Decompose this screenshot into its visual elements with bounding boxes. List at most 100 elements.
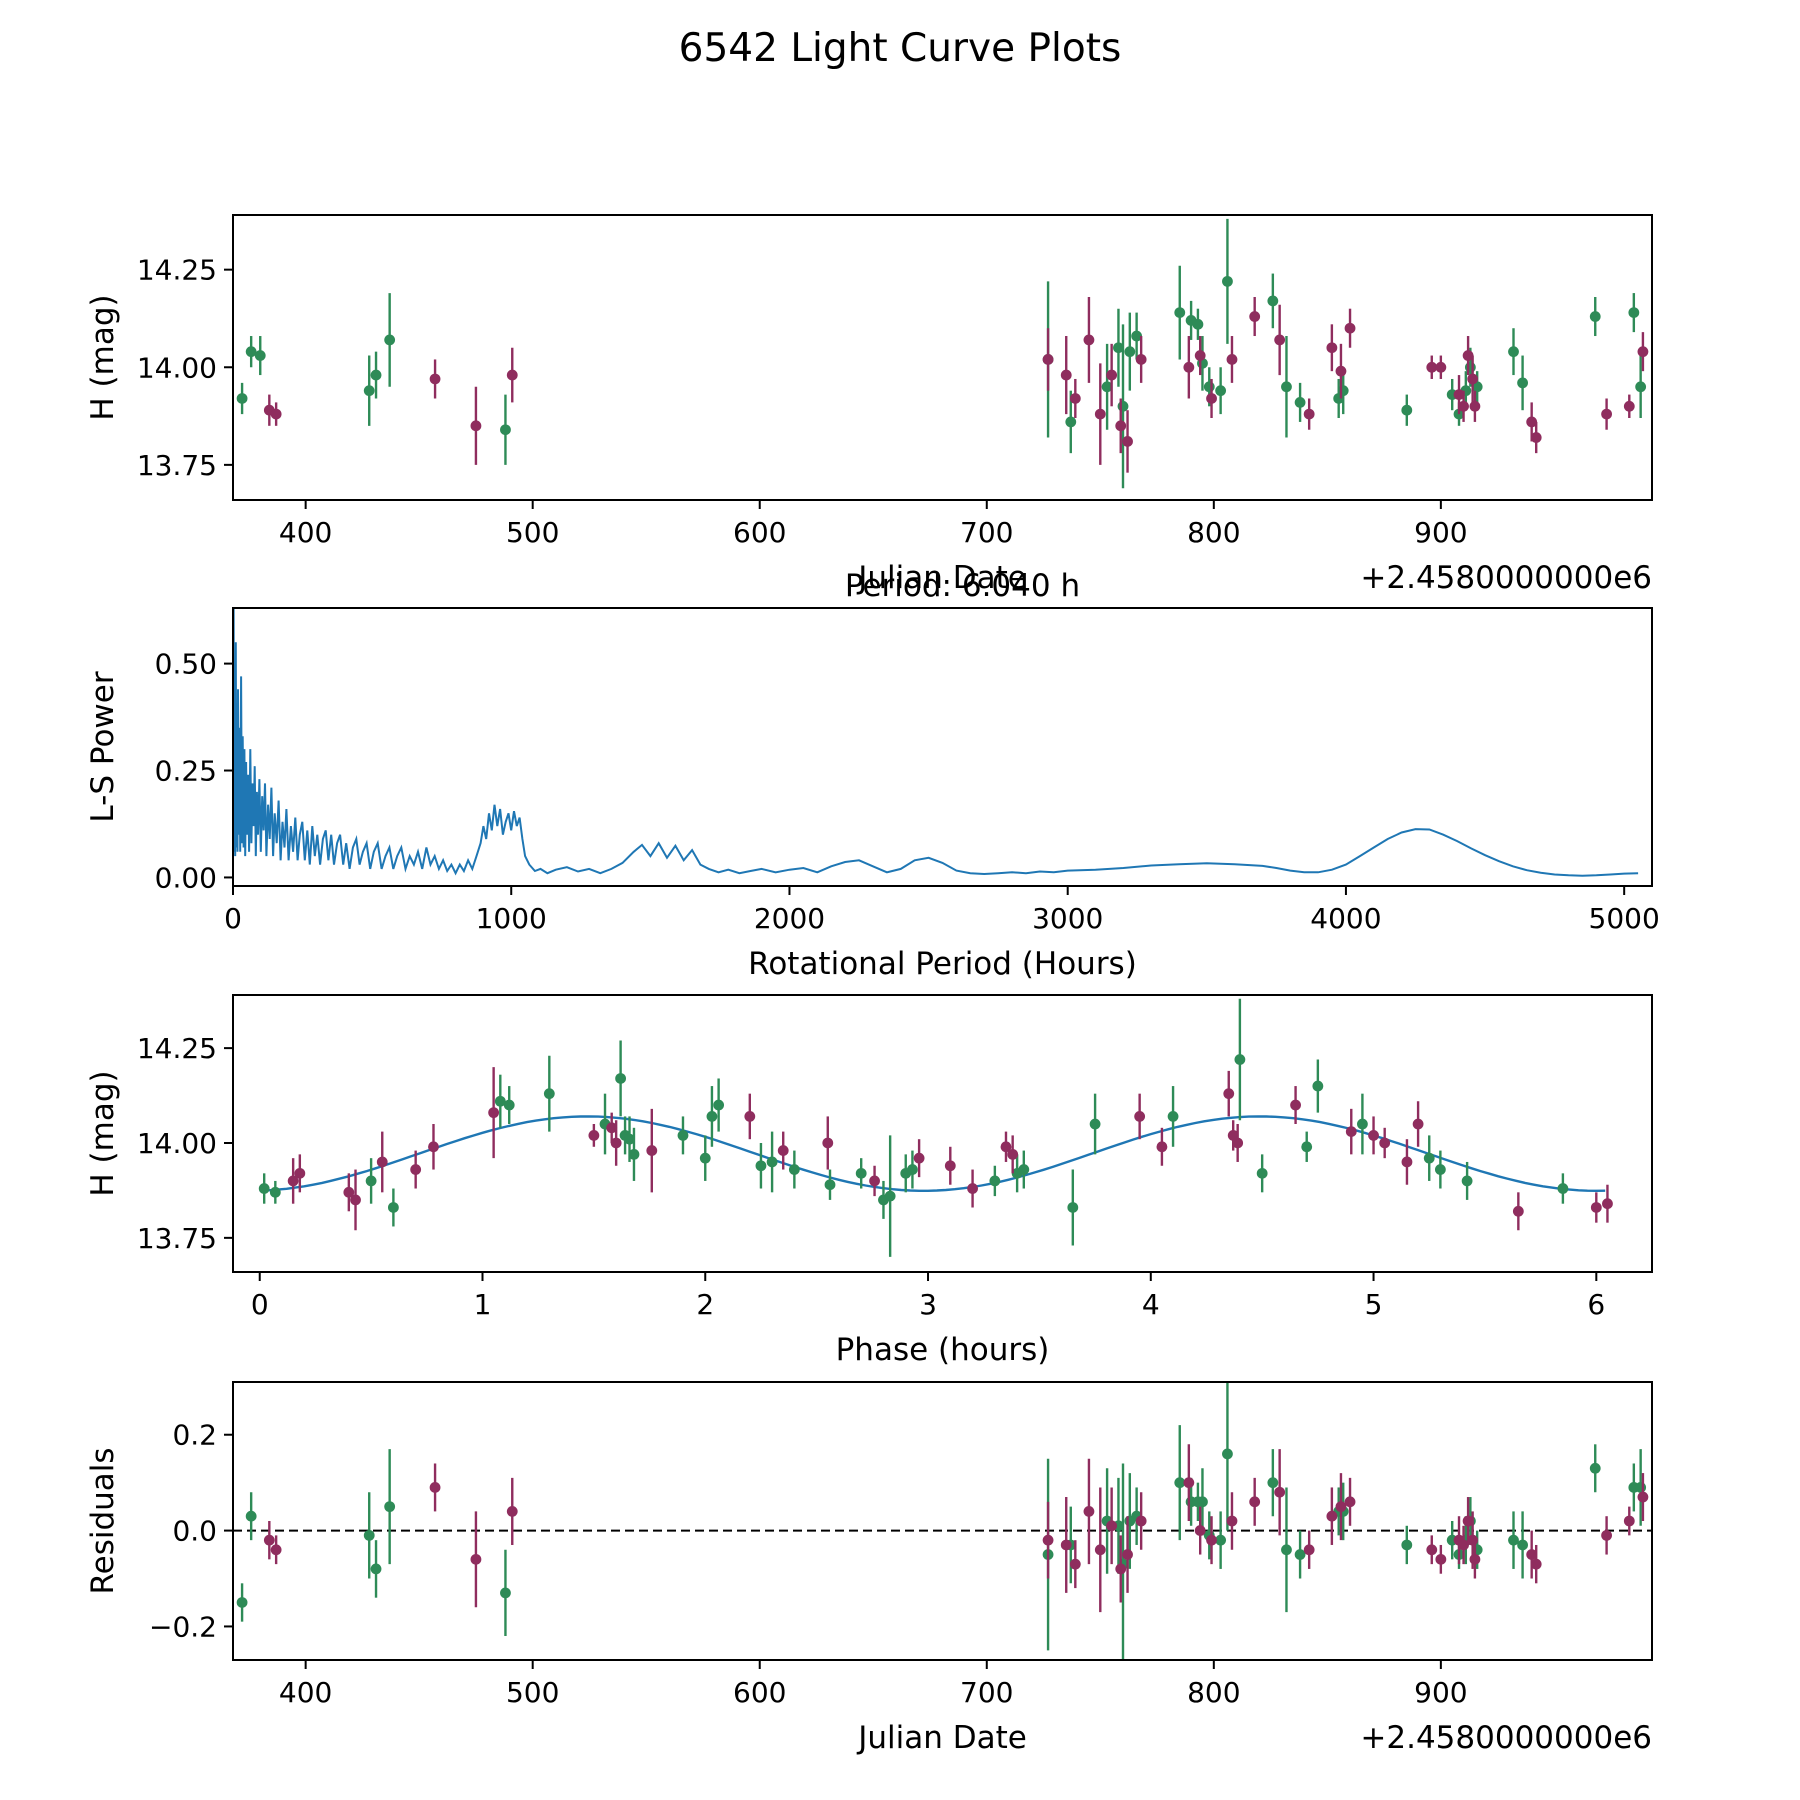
series-purple-errorbar (287, 1067, 1613, 1231)
data-point (884, 1190, 896, 1202)
data-point (1206, 393, 1217, 404)
data-point (1267, 295, 1279, 307)
data-point (236, 1597, 248, 1608)
data-point (944, 1160, 956, 1172)
y-tick-label: 14.00 (137, 1127, 217, 1160)
x-tick-label: 600 (733, 1676, 786, 1709)
data-point (1301, 1141, 1313, 1153)
data-point (1464, 361, 1476, 373)
data-point (488, 1107, 500, 1119)
data-point (363, 1529, 375, 1541)
data-point (429, 373, 441, 385)
series-green-errorbar (258, 998, 1569, 1257)
data-point (1412, 1118, 1424, 1130)
data-point (1628, 307, 1640, 319)
data-point (387, 1202, 399, 1213)
data-point (907, 1164, 918, 1175)
series-green-errorbar (236, 1382, 1647, 1660)
data-point (822, 1137, 834, 1149)
y-tick-label: 13.75 (137, 1222, 217, 1255)
data-point (1379, 1137, 1391, 1149)
data-point (1458, 400, 1469, 412)
x-tick-label: 700 (960, 516, 1013, 549)
x-tick-label: 400 (279, 1676, 332, 1709)
data-point (677, 1129, 689, 1141)
data-point (1226, 354, 1238, 365)
data-point (1183, 1477, 1195, 1489)
data-point (1226, 1515, 1238, 1527)
data-point (1069, 1558, 1081, 1570)
data-point (1623, 400, 1635, 412)
data-point (1435, 361, 1447, 373)
x-tick-label: 400 (279, 516, 332, 549)
y-tick-label: 14.25 (137, 254, 217, 287)
data-point (1167, 1111, 1179, 1122)
data-point (269, 1186, 281, 1198)
data-point (294, 1167, 306, 1179)
data-point (1067, 1202, 1079, 1213)
data-point (1223, 1088, 1235, 1100)
data-point (1526, 416, 1538, 428)
x-tick-label: 4 (1142, 1288, 1160, 1321)
data-point (713, 1099, 725, 1111)
data-point (1517, 1539, 1528, 1551)
data-point (1326, 342, 1338, 354)
data-point (1303, 408, 1315, 420)
data-point (1623, 1515, 1635, 1527)
data-point (1335, 365, 1347, 377)
x-tick-label: 500 (506, 1676, 559, 1709)
data-point (1094, 1544, 1106, 1556)
data-point (506, 1506, 518, 1517)
data-point (1256, 1167, 1268, 1179)
data-point (1274, 1486, 1286, 1498)
y-tick-label: 0.00 (155, 861, 217, 894)
data-point (1122, 436, 1133, 447)
data-point (343, 1186, 355, 1198)
data-point (1467, 373, 1479, 385)
data-point (1249, 311, 1261, 322)
x-tick-label: 4000 (1310, 902, 1381, 935)
data-point (258, 1183, 270, 1194)
data-point (1083, 1506, 1095, 1517)
data-point (1401, 1156, 1413, 1168)
data-point (1326, 1510, 1338, 1522)
y-tick-label: 13.75 (137, 449, 217, 482)
data-point (606, 1122, 618, 1134)
data-point (1232, 1137, 1244, 1149)
data-point (1294, 1549, 1306, 1560)
data-point (1203, 381, 1215, 393)
data-point (1294, 396, 1306, 408)
data-point (1215, 385, 1227, 397)
x-axis-offset: +2.4580000000e6 (1360, 560, 1652, 596)
data-point (1467, 1534, 1479, 1546)
data-point (1469, 400, 1481, 412)
data-point (1234, 1054, 1246, 1065)
data-point (1290, 1099, 1301, 1111)
data-point (410, 1164, 422, 1175)
y-axis-label: H (mag) (85, 294, 121, 420)
data-point (1462, 350, 1474, 361)
x-tick-label: 5000 (1589, 902, 1660, 935)
data-point (1135, 1515, 1147, 1527)
data-point (1335, 1501, 1347, 1513)
data-point (1215, 1534, 1227, 1546)
data-point (500, 424, 511, 436)
data-point (777, 1145, 789, 1156)
data-point (1303, 1544, 1315, 1556)
x-tick-label: 900 (1414, 1676, 1467, 1709)
data-point (1274, 334, 1286, 346)
data-point (1174, 307, 1186, 319)
y-tick-label: 0.2 (172, 1419, 217, 1452)
data-point (1401, 1539, 1413, 1551)
data-point (1508, 346, 1519, 358)
data-point (500, 1587, 511, 1599)
data-point (1461, 1175, 1473, 1187)
data-point (1517, 377, 1528, 389)
x-tick-label: 1 (474, 1288, 492, 1321)
series-purple-errorbar (263, 1444, 1649, 1613)
data-point (503, 1099, 515, 1111)
data-point (1007, 1148, 1019, 1160)
data-point (384, 334, 396, 346)
data-point (1122, 1549, 1133, 1560)
